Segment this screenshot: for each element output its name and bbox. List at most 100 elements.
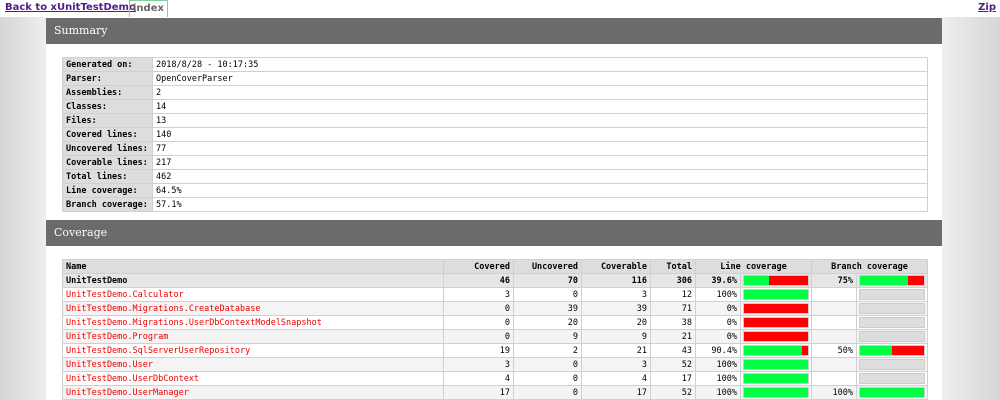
summary-label: Files: <box>62 113 153 128</box>
uncovered-fill <box>801 346 808 355</box>
covered-fill <box>744 360 808 369</box>
uncovered-cell: 0 <box>513 385 582 400</box>
class-link[interactable]: UnitTestDemo.User <box>62 357 444 372</box>
class-row: UnitTestDemo.User 3 0 3 52 100% <box>62 357 928 372</box>
covered-fill <box>860 346 892 355</box>
summary-row: Parser: OpenCoverParser <box>62 71 928 86</box>
branch-coverage-pct: 100% <box>811 385 857 400</box>
class-row: UnitTestDemo.Migrations.CreateDatabase 0… <box>62 301 928 316</box>
summary-table: Generated on: 2018/8/28 - 10:17:35 Parser:… <box>62 57 928 212</box>
summary-label: Branch coverage: <box>62 197 153 212</box>
line-coverage-bar <box>743 303 809 314</box>
summary-label: Uncovered lines: <box>62 141 153 156</box>
top-bar: Back to xUnitTestDemo index Zip <box>0 0 1000 17</box>
column-header[interactable]: Name <box>62 259 444 274</box>
line-coverage-bar <box>743 317 809 328</box>
uncovered-fill <box>744 332 808 341</box>
line-coverage-cell <box>740 371 812 386</box>
class-link[interactable]: UnitTestDemo.Migrations.CreateDatabase <box>62 301 444 316</box>
uncovered-cell: 70 <box>513 273 582 288</box>
summary-value: 2018/8/28 - 10:17:35 <box>152 57 928 72</box>
class-link[interactable]: UnitTestDemo.SqlServerUserRepository <box>62 343 444 358</box>
summary-value: 64.5% <box>152 183 928 198</box>
column-header[interactable]: Covered <box>443 259 514 274</box>
summary-header: Summary <box>46 18 942 44</box>
coverage-header: Coverage <box>46 220 942 246</box>
summary-label: Classes: <box>62 99 153 114</box>
uncovered-fill <box>769 276 808 285</box>
line-coverage-bar <box>743 331 809 342</box>
column-header[interactable]: Coverable <box>581 259 651 274</box>
branch-coverage-pct: 50% <box>811 343 857 358</box>
total-cell: 21 <box>650 329 696 344</box>
branch-coverage-bar <box>859 289 925 300</box>
branch-coverage-pct <box>811 371 857 386</box>
summary-row: Files: 13 <box>62 113 928 128</box>
uncovered-fill <box>744 318 808 327</box>
covered-fill <box>744 388 808 397</box>
summary-label: Generated on: <box>62 57 153 72</box>
column-header[interactable]: Uncovered <box>513 259 582 274</box>
class-link[interactable]: UnitTestDemo.Program <box>62 329 444 344</box>
line-coverage-cell <box>740 357 812 372</box>
coverable-cell: 20 <box>581 315 651 330</box>
branch-coverage-cell <box>856 329 928 344</box>
coverable-cell: 3 <box>581 287 651 302</box>
class-row: UnitTestDemo.UserDbContext 4 0 4 17 100% <box>62 371 928 386</box>
branch-coverage-bar <box>859 317 925 328</box>
summary-row: Coverable lines: 217 <box>62 155 928 170</box>
line-coverage-cell <box>740 273 812 288</box>
covered-fill <box>860 276 908 285</box>
summary-row: Uncovered lines: 77 <box>62 141 928 156</box>
class-link[interactable]: UnitTestDemo.UserDbContext <box>62 371 444 386</box>
column-header[interactable]: Total <box>650 259 696 274</box>
line-coverage-cell <box>740 315 812 330</box>
coverable-cell: 9 <box>581 329 651 344</box>
class-link[interactable]: UnitTestDemo.Calculator <box>62 287 444 302</box>
summary-row: Assemblies: 2 <box>62 85 928 100</box>
line-coverage-pct: 0% <box>695 329 741 344</box>
column-header[interactable]: Branch coverage <box>811 259 928 274</box>
branch-coverage-bar <box>859 303 925 314</box>
coverage-table: Name Covered Uncovered Coverable Total Line c… <box>62 259 928 400</box>
line-coverage-cell <box>740 287 812 302</box>
zip-link[interactable]: Zip <box>978 2 996 13</box>
summary-value: 13 <box>152 113 928 128</box>
summary-label: Assemblies: <box>62 85 153 100</box>
summary-label: Line coverage: <box>62 183 153 198</box>
branch-coverage-pct <box>811 301 857 316</box>
tab-index[interactable]: index <box>129 0 168 17</box>
summary-value: 57.1% <box>152 197 928 212</box>
back-link[interactable]: Back to xUnitTestDemo <box>5 2 136 13</box>
total-cell: 52 <box>650 357 696 372</box>
class-link[interactable]: UnitTestDemo.UserManager <box>62 385 444 400</box>
covered-cell: 0 <box>443 301 514 316</box>
coverable-cell: 4 <box>581 371 651 386</box>
line-coverage-pct: 0% <box>695 301 741 316</box>
branch-coverage-bar <box>859 345 925 356</box>
line-coverage-bar <box>743 387 809 398</box>
class-row: UnitTestDemo.Calculator 3 0 3 12 100% <box>62 287 928 302</box>
uncovered-cell: 0 <box>513 357 582 372</box>
report-panel: Summary Generated on: 2018/8/28 - 10:17:3… <box>46 17 942 400</box>
branch-coverage-bar <box>859 373 925 384</box>
branch-coverage-bar <box>859 359 925 370</box>
uncovered-fill <box>908 276 924 285</box>
column-header[interactable]: Line coverage <box>695 259 812 274</box>
summary-row: Branch coverage: 57.1% <box>62 197 928 212</box>
uncovered-cell: 20 <box>513 315 582 330</box>
class-link[interactable]: UnitTestDemo.Migrations.UserDbContextMod… <box>62 315 444 330</box>
branch-coverage-pct <box>811 329 857 344</box>
branch-coverage-pct <box>811 357 857 372</box>
branch-coverage-cell <box>856 315 928 330</box>
line-coverage-pct: 100% <box>695 371 741 386</box>
covered-cell: 19 <box>443 343 514 358</box>
covered-fill <box>860 388 924 397</box>
summary-value: 140 <box>152 127 928 142</box>
covered-fill <box>744 374 808 383</box>
coverable-cell: 21 <box>581 343 651 358</box>
covered-cell: 46 <box>443 273 514 288</box>
branch-coverage-cell <box>856 301 928 316</box>
covered-cell: 3 <box>443 357 514 372</box>
branch-coverage-cell <box>856 273 928 288</box>
